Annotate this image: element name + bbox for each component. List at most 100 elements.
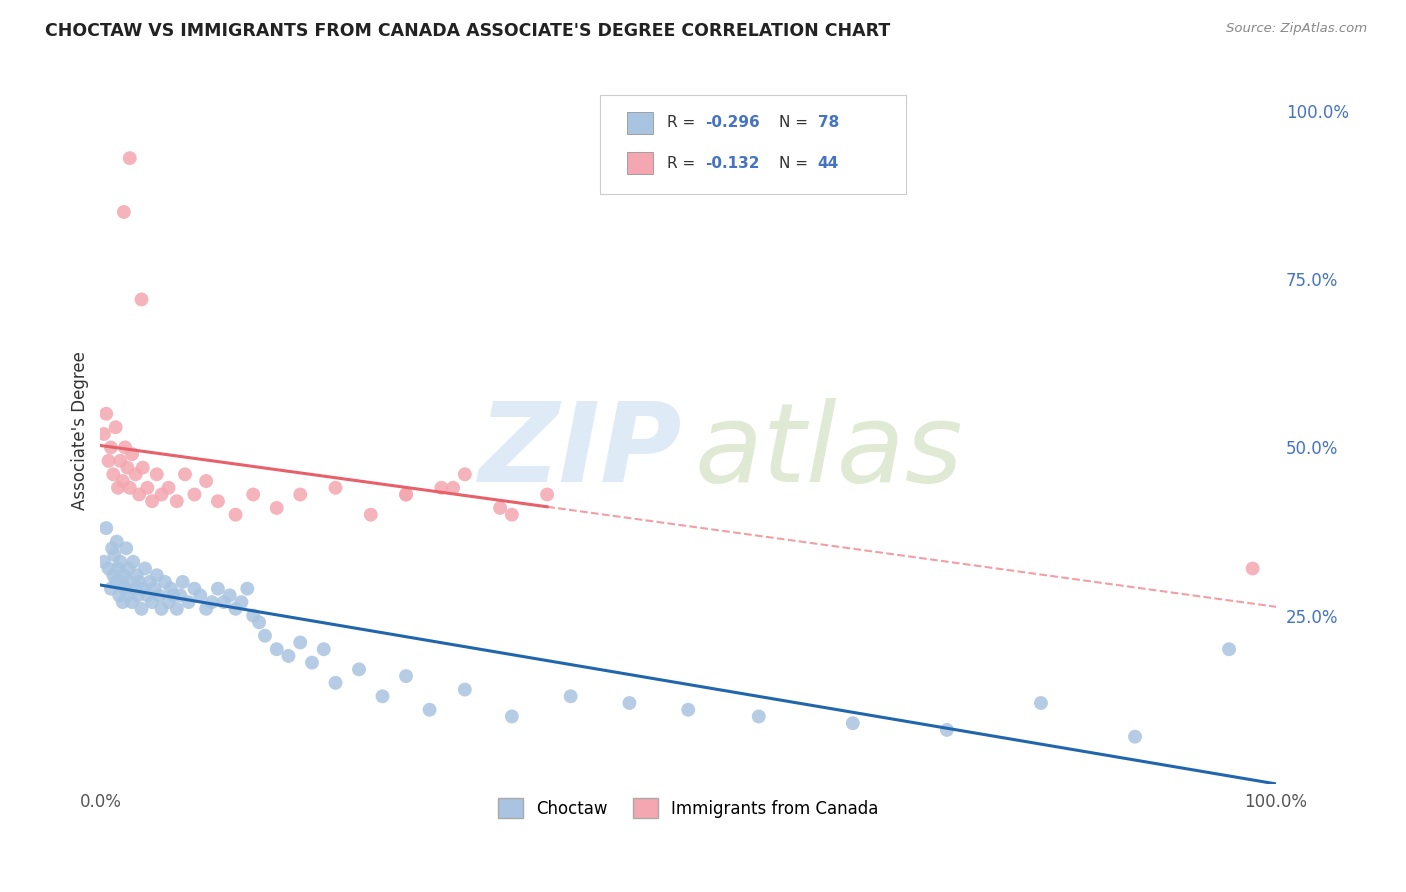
Point xyxy=(1218,642,1240,657)
Point xyxy=(127,588,149,602)
Point xyxy=(121,447,143,461)
Point xyxy=(153,574,176,589)
Legend: Choctaw, Immigrants from Canada: Choctaw, Immigrants from Canada xyxy=(491,791,886,825)
Point xyxy=(141,494,163,508)
Point xyxy=(172,574,194,589)
Point xyxy=(134,561,156,575)
Point xyxy=(325,676,347,690)
Point xyxy=(212,595,235,609)
Point xyxy=(183,582,205,596)
Point xyxy=(103,467,125,482)
Point xyxy=(121,595,143,609)
Point xyxy=(242,608,264,623)
Point xyxy=(114,441,136,455)
Point xyxy=(117,561,139,575)
Point xyxy=(195,474,218,488)
Text: ZIP: ZIP xyxy=(479,398,682,505)
Point xyxy=(177,595,200,609)
Point xyxy=(842,716,865,731)
Point xyxy=(183,487,205,501)
Text: R =: R = xyxy=(666,155,700,170)
Point xyxy=(103,568,125,582)
Point xyxy=(347,662,370,676)
Point xyxy=(110,454,132,468)
Point xyxy=(131,602,153,616)
Point xyxy=(114,582,136,596)
Point xyxy=(110,555,132,569)
Point xyxy=(117,588,139,602)
Point xyxy=(619,696,641,710)
Point xyxy=(111,595,134,609)
Point xyxy=(93,555,115,569)
Point xyxy=(1029,696,1052,710)
Point xyxy=(441,481,464,495)
Point xyxy=(253,629,276,643)
Point xyxy=(103,548,125,562)
Point xyxy=(122,555,145,569)
Point xyxy=(166,494,188,508)
Point xyxy=(128,574,150,589)
Point xyxy=(166,602,188,616)
Point xyxy=(138,574,160,589)
Point xyxy=(169,588,191,602)
Point xyxy=(125,568,148,582)
Point xyxy=(124,582,146,596)
Point xyxy=(131,293,153,307)
Point xyxy=(395,487,418,501)
Point xyxy=(266,500,288,515)
Point xyxy=(454,682,477,697)
Text: N =: N = xyxy=(779,155,813,170)
Y-axis label: Associate's Degree: Associate's Degree xyxy=(72,351,89,510)
Point xyxy=(360,508,382,522)
Point xyxy=(676,703,699,717)
Point xyxy=(97,454,120,468)
Text: 44: 44 xyxy=(817,155,839,170)
Point xyxy=(101,541,124,556)
Point xyxy=(157,481,180,495)
Point xyxy=(395,487,418,501)
Point xyxy=(100,582,122,596)
Point xyxy=(174,467,197,482)
Point xyxy=(112,568,135,582)
Point xyxy=(290,635,312,649)
Text: -0.132: -0.132 xyxy=(704,155,759,170)
Point xyxy=(107,481,129,495)
Point xyxy=(312,642,335,657)
Point xyxy=(141,595,163,609)
Point xyxy=(501,508,523,522)
Point xyxy=(160,582,183,596)
FancyBboxPatch shape xyxy=(600,95,905,194)
Point xyxy=(150,602,173,616)
Point xyxy=(419,703,441,717)
Text: 78: 78 xyxy=(817,115,839,130)
Point xyxy=(93,426,115,441)
Point xyxy=(247,615,270,630)
Point xyxy=(100,441,122,455)
Point xyxy=(118,151,141,165)
FancyBboxPatch shape xyxy=(627,112,652,134)
Point xyxy=(1241,561,1264,575)
Point xyxy=(157,595,180,609)
Point xyxy=(748,709,770,723)
Point xyxy=(115,541,138,556)
Text: R =: R = xyxy=(666,115,700,130)
Point xyxy=(118,574,141,589)
Point xyxy=(560,690,582,704)
FancyBboxPatch shape xyxy=(627,153,652,174)
Point xyxy=(195,602,218,616)
Point xyxy=(371,690,394,704)
Point xyxy=(1123,730,1146,744)
Point xyxy=(131,582,153,596)
Point xyxy=(104,420,127,434)
Point xyxy=(150,487,173,501)
Point xyxy=(395,669,418,683)
Point xyxy=(124,467,146,482)
Point xyxy=(935,723,957,737)
Point xyxy=(277,648,299,663)
Point xyxy=(96,407,118,421)
Point xyxy=(131,460,153,475)
Point xyxy=(146,467,169,482)
Point xyxy=(266,642,288,657)
Point xyxy=(136,481,159,495)
Text: N =: N = xyxy=(779,115,813,130)
